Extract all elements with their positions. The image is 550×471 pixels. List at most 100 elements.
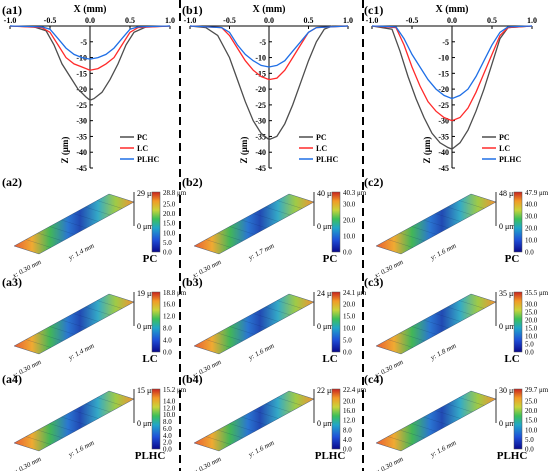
panel-label: (b1) (182, 3, 203, 17)
x-tick-label: 1.0 (165, 16, 175, 25)
surface-grid-line (97, 200, 123, 209)
colorbar (151, 191, 161, 253)
surface-grid-line (423, 416, 449, 426)
surface-grid-line (49, 226, 75, 235)
x-tick-label: -0.5 (223, 16, 236, 25)
colorbar-tick-label: 15.0 (163, 220, 176, 228)
surface-grid-line (411, 326, 437, 335)
colorbar-max-label: 15.2 μm (163, 386, 187, 394)
sample-label: PLHC (315, 450, 346, 462)
z-max-label: 24 μm (317, 289, 338, 298)
colorbar-tick-label: 0.0 (343, 349, 352, 357)
z-max-label: 15 μm (137, 386, 158, 395)
colorbar-max-label: 47.9 μm (525, 189, 549, 197)
y-axis-label: y: 1.6 mm (66, 439, 95, 460)
panel-label: (c1) (364, 3, 383, 17)
surface-grid-line (459, 300, 485, 309)
colorbar-tick-label: 6.0 (163, 425, 172, 433)
surface-grid-line (25, 436, 51, 445)
surface-panel-11: (c4) 30 μm 0 μm y: 1.6 mm x: 0.30 mm PLHC 29.7… (364, 372, 549, 471)
y-tick-label: -15 (255, 69, 266, 78)
x-tick-label: -1.0 (184, 16, 197, 25)
y-tick-label: -45 (438, 164, 449, 173)
colorbar-tick-label: 20.0 (163, 210, 176, 218)
y-axis-title: Z (μm) (422, 137, 432, 164)
surface-grid-line (265, 306, 291, 316)
y-tick-label: -10 (438, 54, 449, 63)
series-line-plhc (9, 25, 171, 60)
y-tick-label: -40 (438, 148, 449, 157)
x-axis-title: X (mm) (73, 4, 106, 15)
colorbar (151, 291, 161, 353)
colorbar-max-label: 18.8 μm (163, 289, 187, 297)
colorbar-tick-label: 15.0 (343, 313, 356, 321)
y-axis-label: y: 1.4 mm (66, 342, 95, 363)
surface-panel-8: (b4) 22 μm 0 μm y: 1.6 mm x: 0.30 mm PLHC 22.4… (182, 372, 367, 471)
colorbar-max-label: 22.4 μm (343, 386, 367, 394)
x-axis-label: x: 0.30 mm (10, 455, 42, 471)
series-line-pc (189, 25, 348, 141)
panel-label: (a4) (2, 372, 22, 386)
colorbar-tick-label: 8.0 (163, 418, 172, 426)
y-tick-label: -30 (438, 117, 449, 126)
legend-label: LC (316, 144, 327, 153)
colorbar-tick-label: 5.0 (525, 341, 534, 349)
colorbar-tick-label: 16.0 (343, 407, 356, 415)
legend-label: PLHC (316, 155, 338, 164)
z-max-label: 40 μm (317, 189, 338, 198)
surface-grid-line (37, 332, 63, 342)
colorbar-tick-label: 10.0 (163, 411, 176, 419)
y-tick-label: -25 (255, 101, 266, 110)
y-axis-label: y: 1.4 mm (66, 242, 95, 263)
legend-label: LC (137, 144, 148, 153)
surface-grid-line (97, 397, 123, 406)
surface-grid-line (253, 410, 279, 419)
colorbar-max-label: 24.1 μm (343, 289, 367, 297)
panel-label: (b3) (182, 275, 203, 289)
y-tick-label: -20 (255, 85, 266, 94)
surface-grid-line (459, 200, 485, 209)
z-min-label: 0 μm (499, 222, 516, 231)
colorbar-tick-label: 20.0 (343, 398, 356, 406)
colorbar-tick-label: 15.0 (525, 417, 538, 425)
colorbar-tick-label: 10.0 (525, 426, 538, 434)
z-min-label: 0 μm (137, 222, 154, 231)
colorbar-max-label: 35.5 μm (525, 289, 549, 297)
series-line-plhc (189, 25, 349, 68)
legend-label: PC (316, 133, 327, 142)
line-chart-2: (c1) X (mm) -1.0 -0.5 0.0 0.5 1.0 -5 -10 -15 -20 -2… (364, 3, 537, 173)
y-tick-label: -5 (259, 38, 266, 47)
x-tick-label: 0.0 (85, 16, 95, 25)
y-tick-label: -45 (255, 164, 266, 173)
surface-grid-line (85, 403, 111, 413)
colorbar-tick-label: 14.0 (163, 398, 176, 406)
colorbar (331, 191, 341, 253)
surface-grid-line (229, 423, 255, 432)
colorbar-tick-label: 16.0 (163, 301, 176, 309)
panel-label: (b4) (182, 372, 203, 386)
y-tick-label: -30 (255, 117, 266, 126)
colorbar-tick-label: 20.0 (525, 225, 538, 233)
colorbar-tick-label: 20.0 (343, 301, 356, 309)
z-min-label: 0 μm (317, 222, 334, 231)
y-tick-label: -5 (442, 38, 449, 47)
y-tick-label: -15 (76, 69, 87, 78)
colorbar-tick-label: 12.0 (163, 404, 176, 412)
surface-grid-line (277, 300, 303, 309)
series-line-lc (9, 25, 171, 71)
colorbar-tick-label: 40.0 (525, 201, 538, 209)
colorbar-tick-label: 30.0 (525, 213, 538, 221)
colorbar-tick-label: 0.0 (163, 446, 172, 454)
surface-grid-line (217, 232, 243, 242)
x-tick-label: -1.0 (4, 16, 17, 25)
panel-label: (b2) (182, 175, 203, 189)
surface-grid-line (399, 332, 425, 342)
surface-grid-line (217, 429, 243, 439)
surface-grid-line (411, 423, 437, 432)
sample-label: PC (143, 253, 158, 265)
z-min-label: 0 μm (499, 322, 516, 331)
colorbar (513, 388, 523, 450)
x-tick-label: 0.0 (447, 16, 457, 25)
